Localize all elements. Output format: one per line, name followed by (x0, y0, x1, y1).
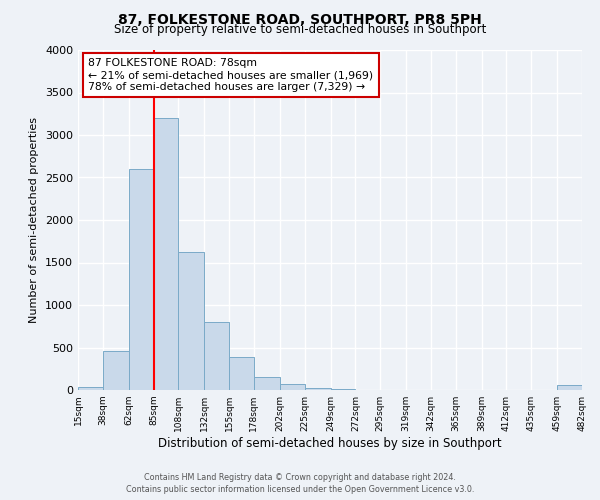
Bar (129, 169, 154, 390)
X-axis label: Distribution of semi-detached houses by size in Southport: Distribution of semi-detached houses by … (158, 437, 502, 450)
Bar (178, 252, 204, 390)
Bar (557, 386, 582, 390)
Bar (331, 389, 355, 390)
Text: 87 FOLKESTONE ROAD: 78sqm
← 21% of semi-detached houses are smaller (1,969)
78% : 87 FOLKESTONE ROAD: 78sqm ← 21% of semi-… (88, 58, 373, 92)
Bar (103, 351, 129, 390)
Bar (280, 384, 305, 390)
Y-axis label: Number of semi-detached properties: Number of semi-detached properties (29, 117, 40, 323)
Bar (204, 322, 229, 390)
Bar (229, 357, 254, 390)
Bar (305, 388, 331, 390)
Bar (154, 118, 178, 390)
Text: 87, FOLKESTONE ROAD, SOUTHPORT, PR8 5PH: 87, FOLKESTONE ROAD, SOUTHPORT, PR8 5PH (118, 12, 482, 26)
Bar (254, 377, 280, 390)
Text: Contains HM Land Registry data © Crown copyright and database right 2024.
Contai: Contains HM Land Registry data © Crown c… (126, 472, 474, 494)
Text: Size of property relative to semi-detached houses in Southport: Size of property relative to semi-detach… (114, 22, 486, 36)
Bar (78, 388, 103, 390)
